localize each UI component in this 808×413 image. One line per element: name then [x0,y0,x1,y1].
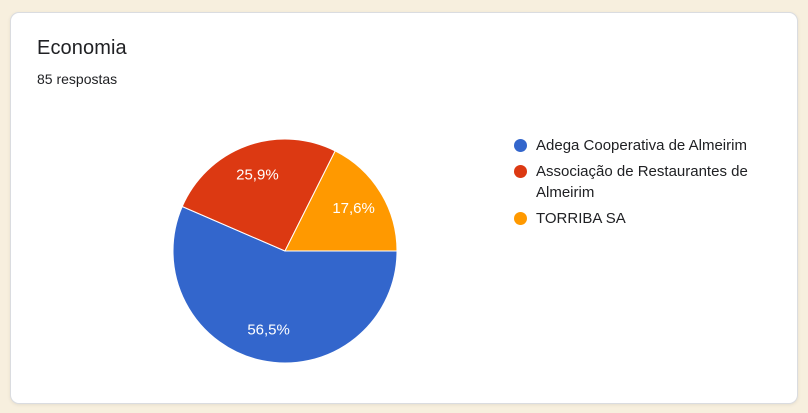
pie-chart[interactable]: 56,5% 25,9% 17,6% [172,138,398,364]
legend-label: TORRIBA SA [536,210,626,227]
legend-dot-icon [514,212,527,225]
question-results-card: Economia 85 respostas 56,5% 25,9% 17,6% Ad… [10,12,798,404]
legend-item-1: Associação de Restaurantes de Almeirim [514,161,776,203]
legend-dot-icon [514,165,527,178]
legend-item-0: Adega Cooperativa de Almeirim [514,135,776,156]
slice-percent-label: 56,5% [247,322,290,339]
chart-legend: Adega Cooperativa de Almeirim Associação … [514,135,776,234]
legend-dot-icon [514,139,527,152]
question-title: Economia [37,37,127,59]
response-count: 85 respostas [37,71,118,87]
pie-slice-0[interactable] [172,206,398,364]
pie-slice-2[interactable] [284,150,398,252]
slice-percent-label: 25,9% [236,167,279,184]
legend-label: Associação de Restaurantes de Almeirim [536,163,748,201]
legend-item-2: TORRIBA SA [514,208,776,229]
legend-label: Adega Cooperativa de Almeirim [536,137,747,154]
pie-slice-1[interactable] [181,138,336,252]
slice-percent-label: 17,6% [332,200,375,217]
